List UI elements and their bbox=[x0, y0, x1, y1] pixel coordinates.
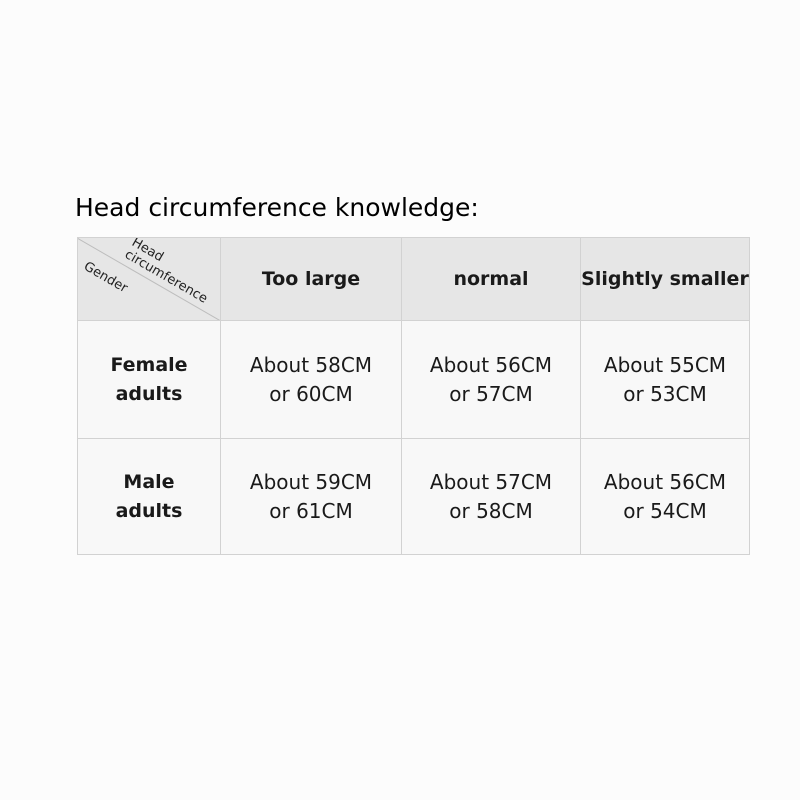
table-cell: About 56CM or 54CM bbox=[580, 438, 750, 555]
page-title: Head circumference knowledge: bbox=[75, 193, 479, 222]
row-axis-label: Gender bbox=[81, 259, 130, 297]
row-header-female: Female adults bbox=[77, 320, 221, 439]
header-row: Head circumference Gender Too large norma… bbox=[77, 237, 750, 321]
corner-header-cell: Head circumference Gender bbox=[77, 237, 221, 321]
table-row: Female adults About 58CM or 60CM About 56C… bbox=[77, 320, 750, 439]
column-header-too-large: Too large bbox=[220, 237, 402, 321]
table-cell: About 55CM or 53CM bbox=[580, 320, 750, 439]
table-cell: About 58CM or 60CM bbox=[220, 320, 402, 439]
table-row: Male adults About 59CM or 61CM About 57CM o… bbox=[77, 438, 750, 555]
row-header-male: Male adults bbox=[77, 438, 221, 555]
table-cell: About 57CM or 58CM bbox=[401, 438, 581, 555]
column-header-slightly-smaller: Slightly smaller bbox=[580, 237, 750, 321]
column-header-normal: normal bbox=[401, 237, 581, 321]
head-circumference-table: Head circumference Gender Too large norma… bbox=[77, 237, 750, 555]
table-cell: About 59CM or 61CM bbox=[220, 438, 402, 555]
table-cell: About 56CM or 57CM bbox=[401, 320, 581, 439]
